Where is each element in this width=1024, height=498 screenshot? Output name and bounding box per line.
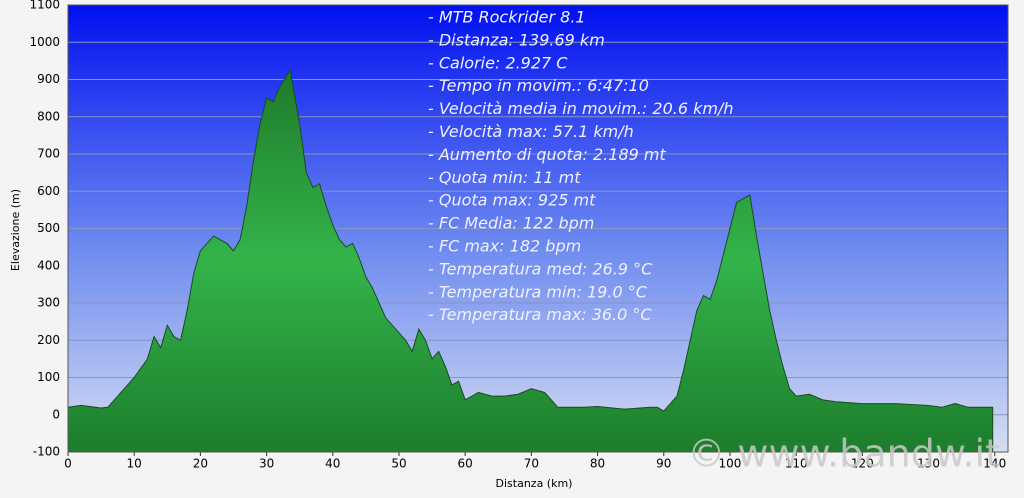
x-tick-label: 140 [983,457,1006,471]
x-tick-label: 120 [851,457,874,471]
y-tick-label: 200 [37,333,60,347]
x-tick-label: 30 [259,457,274,471]
annotation: - Quota min: 11 mt [428,168,581,187]
x-axis-label: Distanza (km) [496,477,573,490]
x-tick-label: 80 [590,457,605,471]
x-tick-label: 100 [719,457,742,471]
annotation: - Tempo in movim.: 6:47:10 [428,76,649,95]
annotation: - MTB Rockrider 8.1 [428,8,586,27]
annotation: - Quota max: 925 mt [428,191,596,210]
annotation: - FC Media: 122 bpm [428,214,594,233]
x-tick-label: 130 [917,457,940,471]
x-tick-label: 60 [458,457,473,471]
x-tick-label: 70 [524,457,539,471]
x-tick-label: 90 [656,457,671,471]
y-tick-label: -100 [33,445,60,459]
x-tick-label: 50 [391,457,406,471]
x-tick-label: 0 [64,457,72,471]
y-tick-label: 800 [37,109,60,123]
annotation: - Temperatura max: 36.0 °C [428,305,652,324]
annotation: - Velocità max: 57.1 km/h [428,122,634,141]
y-axis-label: Elevazione (m) [9,189,22,271]
y-tick-label: 1000 [29,35,60,49]
x-tick-label: 10 [127,457,142,471]
y-tick-label: 900 [37,72,60,86]
plot-frame [67,4,1009,453]
annotation: - Velocità media in movim.: 20.6 km/h [428,99,733,118]
y-tick-label: 600 [37,184,60,198]
annotation: - Distanza: 139.69 km [428,30,605,49]
annotation: - FC max: 182 bpm [428,237,581,256]
y-tick-label: 400 [37,258,60,272]
y-tick-label: 500 [37,221,60,235]
y-tick-label: 1100 [29,0,60,12]
annotation: - Temperatura min: 19.0 °C [428,282,648,301]
y-tick-label: 700 [37,147,60,161]
y-tick-label: 0 [52,407,60,421]
annotation: - Aumento di quota: 2.189 mt [428,145,666,164]
elevation-area [67,68,994,453]
x-tick-label: 40 [325,457,340,471]
x-tick-label: 20 [193,457,208,471]
y-tick-label: 100 [37,370,60,384]
watermark: © www.bandw.it [687,432,1000,476]
annotation: - Calorie: 2.927 C [428,53,568,72]
y-tick-label: 300 [37,296,60,310]
annotation: - Temperatura med: 26.9 °C [428,259,653,278]
x-tick-label: 110 [785,457,808,471]
